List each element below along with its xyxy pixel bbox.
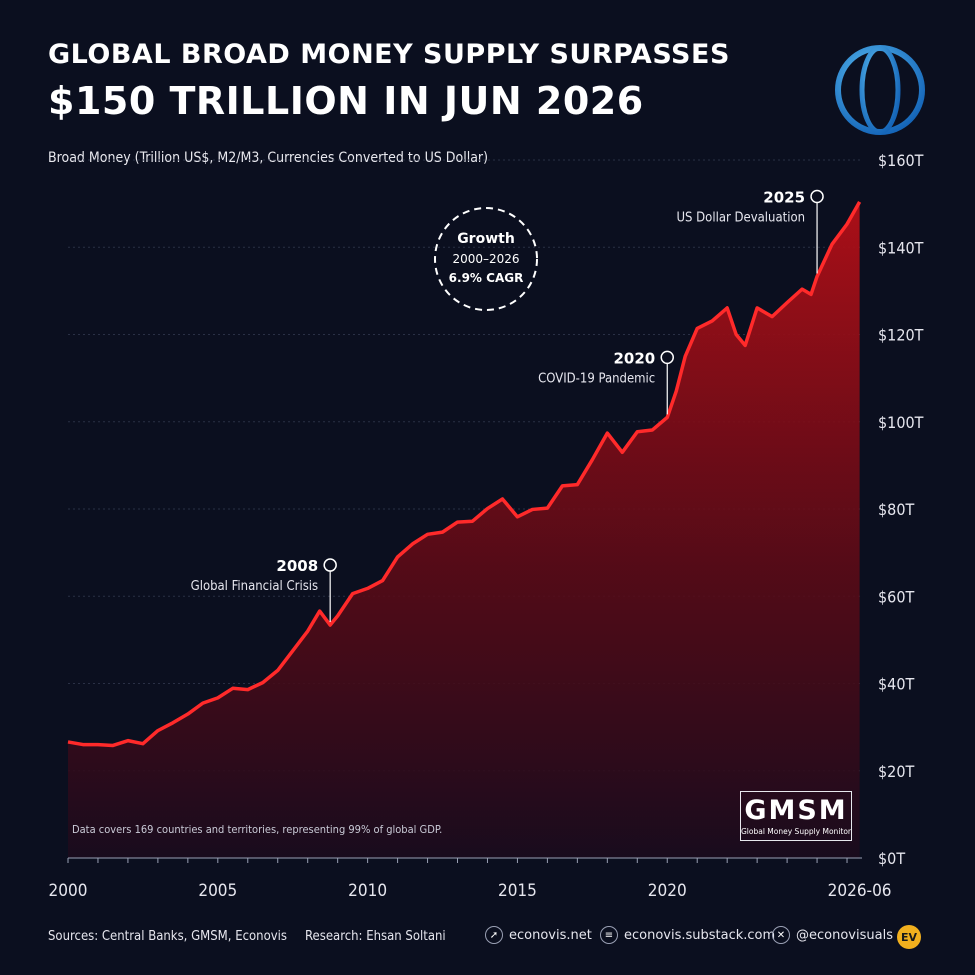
chart-subtitle: Broad Money (Trillion US$, M2/M3, Curren… [48, 150, 489, 166]
annotation-marker [810, 189, 824, 204]
website-link[interactable]: ➚ econovis.net [485, 926, 592, 944]
annotation-text: US Dollar Devaluation [676, 210, 805, 225]
money-supply-area [68, 201, 860, 858]
gmsm-logo-text: GMSM [744, 795, 848, 826]
world-bank-globe-logo [835, 45, 925, 135]
annotation-text: Global Financial Crisis [191, 579, 319, 594]
website-link-text: econovis.net [509, 927, 592, 943]
y-tick-label: $80T [878, 500, 914, 519]
growth-badge-line3: 6.9% CAGR [449, 271, 524, 285]
x-axis: 2000 2005 2010 2015 2020 2026-06 [49, 857, 892, 901]
substack-link[interactable]: ≡ econovis.substack.com [600, 926, 775, 944]
growth-badge: Growth 2000–2026 6.9% CAGR [434, 207, 538, 311]
x-tick-label: 2015 [498, 881, 537, 901]
sources-text: Sources: Central Banks, GMSM, Econovis [48, 929, 287, 944]
y-axis: $0T $20T $40T $60T $80T $100T $120T $140T $160T [878, 151, 924, 868]
annotation-year: 2020 [613, 349, 655, 367]
y-tick-label: $140T [878, 238, 924, 257]
growth-badge-ring [434, 207, 538, 311]
x-logo-icon: ✕ [772, 926, 790, 944]
gmsm-logo: GMSM Global Money Supply Monitor [740, 791, 852, 841]
x-tick-label: 2026-06 [828, 881, 892, 901]
annotation-layer: 2008 Global Financial Crisis 2020 COVID-19 … [191, 188, 824, 623]
title-line-2: $150 TRILLION IN JUN 2026 [48, 79, 644, 123]
y-tick-label: $120T [878, 326, 924, 345]
annotation-year: 2008 [276, 557, 318, 575]
y-tick-label: $20T [878, 762, 914, 781]
chart-title: GLOBAL BROAD MONEY SUPPLY SURPASSES $150… [48, 38, 730, 126]
gmsm-logo-subtext: Global Money Supply Monitor [741, 827, 852, 836]
money-supply-line [67, 201, 862, 748]
cursor-icon: ➚ [485, 926, 503, 944]
x-tick-label: 2020 [648, 881, 687, 901]
x-tick-label: 2000 [49, 881, 88, 901]
annotation-year: 2025 [763, 188, 805, 206]
growth-badge-line2: 2000–2026 [452, 252, 519, 266]
ev-logo-badge: EV [897, 925, 921, 949]
research-text: Research: Ehsan Soltani [305, 929, 446, 944]
y-tick-label: $160T [878, 151, 924, 170]
x-link[interactable]: ✕ @econovisuals [772, 926, 893, 944]
substack-link-text: econovis.substack.com [624, 927, 776, 943]
annotation-marker [323, 558, 337, 572]
growth-badge-line1: Growth [457, 231, 515, 247]
coverage-note: Data covers 169 countries and territorie… [72, 823, 443, 836]
x-link-text: @econovisuals [796, 927, 893, 943]
x-tick-label: 2010 [348, 881, 387, 901]
area-layer [67, 201, 862, 858]
y-tick-label: $0T [878, 849, 905, 868]
title-line-1: GLOBAL BROAD MONEY SUPPLY SURPASSES [48, 39, 730, 70]
y-tick-label: $40T [878, 675, 914, 694]
y-tick-label: $60T [878, 587, 914, 606]
annotation-text: COVID-19 Pandemic [538, 371, 655, 386]
y-tick-label: $100T [878, 413, 924, 432]
annotation-marker [660, 350, 674, 365]
x-tick-label: 2005 [198, 881, 237, 901]
substack-icon: ≡ [600, 926, 618, 944]
